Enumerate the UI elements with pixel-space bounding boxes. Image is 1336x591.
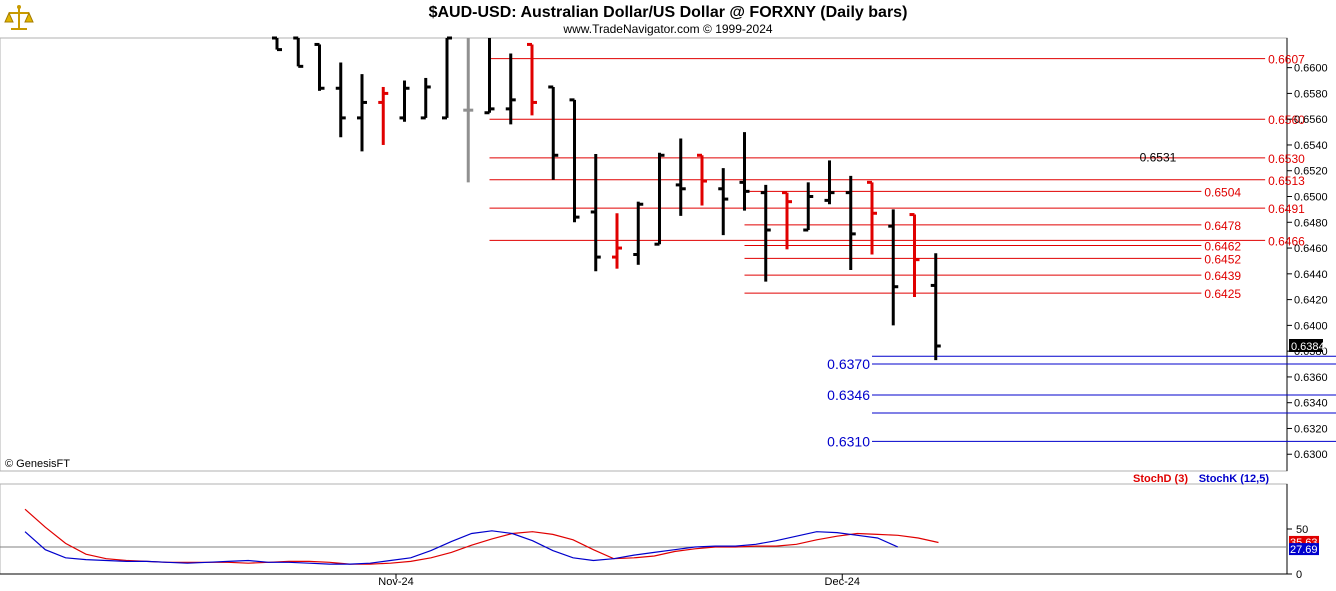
level-label: 0.6607 (1268, 53, 1305, 67)
copyright-text: © GenesisFT (5, 458, 70, 470)
price-bar (909, 213, 920, 298)
levels-layer: 0.6607 0.6560 0.6530 0.6531 0.6513 0.6504 0.64… (489, 53, 1336, 449)
price-bar (930, 253, 941, 361)
price-bar (888, 209, 899, 326)
level-label: 0.6466 (1268, 234, 1305, 248)
price-tick-label: 0.6300 (1294, 449, 1328, 461)
price-tick-label: 0.6580 (1294, 88, 1328, 100)
stoch-k-value: 27.69 (1290, 544, 1318, 556)
price-tick-label: 0.6460 (1294, 243, 1328, 255)
price-bar (442, 36, 452, 120)
level-label: 0.6310 (827, 433, 870, 449)
price-bar (845, 175, 856, 270)
price-bar (760, 184, 771, 282)
price-bar (675, 138, 686, 216)
level-label: 0.6530 (1268, 152, 1305, 166)
price-bar (739, 132, 750, 211)
level-label: 0.6504 (1204, 185, 1241, 199)
price-bar (803, 182, 814, 232)
price-bar (463, 38, 474, 183)
level-label: 0.6346 (827, 387, 870, 403)
stoch-legend-d: StochD (3) (1133, 473, 1188, 485)
price-tick-label: 0.6520 (1294, 166, 1328, 178)
level-label: 0.6491 (1268, 202, 1305, 216)
stoch-tick-label: 0 (1296, 569, 1302, 581)
price-panel-frame (0, 37, 1288, 472)
price-bar (484, 38, 495, 115)
level-label: 0.6462 (1204, 239, 1241, 253)
price-tick-label: 0.6320 (1294, 423, 1328, 435)
price-bar (782, 191, 792, 250)
price-tick-label: 0.6560 (1294, 114, 1328, 126)
chart-title: $AUD-USD: Australian Dollar/US Dollar @ … (429, 4, 908, 21)
price-bar (378, 86, 389, 145)
stoch-legend-k: StochK (12,5) (1199, 473, 1270, 485)
price-tick-label: 0.6420 (1294, 295, 1328, 307)
price-tick-label: 0.6360 (1294, 372, 1328, 384)
last-price-label: 0.6384 (1291, 341, 1325, 353)
price-bar (612, 213, 622, 269)
price-tick-label: 0.6540 (1294, 140, 1328, 152)
level-label: 0.6370 (827, 356, 870, 372)
price-tick-label: 0.6400 (1294, 320, 1328, 332)
price-bar (527, 42, 537, 116)
price-tick-label: 0.6500 (1294, 192, 1328, 204)
price-tick-label: 0.6340 (1294, 398, 1328, 410)
price-bars (272, 36, 941, 361)
stoch-panel-frame (0, 483, 1288, 575)
price-tick-label: 0.6440 (1294, 269, 1328, 281)
x-tick-label: Nov-24 (378, 576, 413, 588)
level-label: 0.6452 (1204, 252, 1241, 266)
last-price-badge (1289, 338, 1323, 352)
price-bar (357, 74, 367, 152)
level-label: 0.6531 (1140, 151, 1177, 165)
price-bar (718, 168, 729, 236)
price-bar (824, 160, 835, 205)
x-tick-label: Dec-24 (825, 576, 860, 588)
price-tick-label: 0.6480 (1294, 217, 1328, 229)
stoch-line (24, 508, 939, 565)
stoch-tick-label: 50 (1296, 524, 1308, 536)
price-bar (420, 77, 431, 120)
stoch-k-badge (1289, 543, 1319, 556)
price-bar (548, 85, 559, 180)
scale-icon (4, 3, 34, 33)
price-tick-label: 0.6600 (1294, 63, 1328, 75)
price-bar (697, 153, 707, 206)
price-bar (569, 98, 580, 223)
price-bar (633, 201, 644, 265)
price-bar (314, 42, 325, 91)
chart-subtitle: www.TradeNavigator.com © 1999-2024 (562, 22, 772, 36)
level-label: 0.6439 (1204, 269, 1241, 283)
level-label: 0.6425 (1204, 287, 1241, 301)
level-label: 0.6513 (1268, 174, 1305, 188)
price-bar (867, 180, 877, 255)
level-label: 0.6560 (1268, 113, 1305, 127)
stoch-line (24, 530, 899, 565)
price-bar (272, 36, 282, 52)
price-bar (654, 152, 665, 246)
price-bar (505, 53, 516, 125)
price-bar (293, 36, 304, 68)
price-bar (399, 80, 410, 122)
price-axis: 0.6600 0.6580 0.6560 0.6540 0.6520 0.6500 0.64… (1287, 63, 1328, 461)
price-bar (590, 153, 601, 272)
x-axis: Nov-24 Dec-24 (378, 574, 860, 588)
level-label: 0.6478 (1204, 219, 1241, 233)
price-bar (335, 62, 346, 138)
